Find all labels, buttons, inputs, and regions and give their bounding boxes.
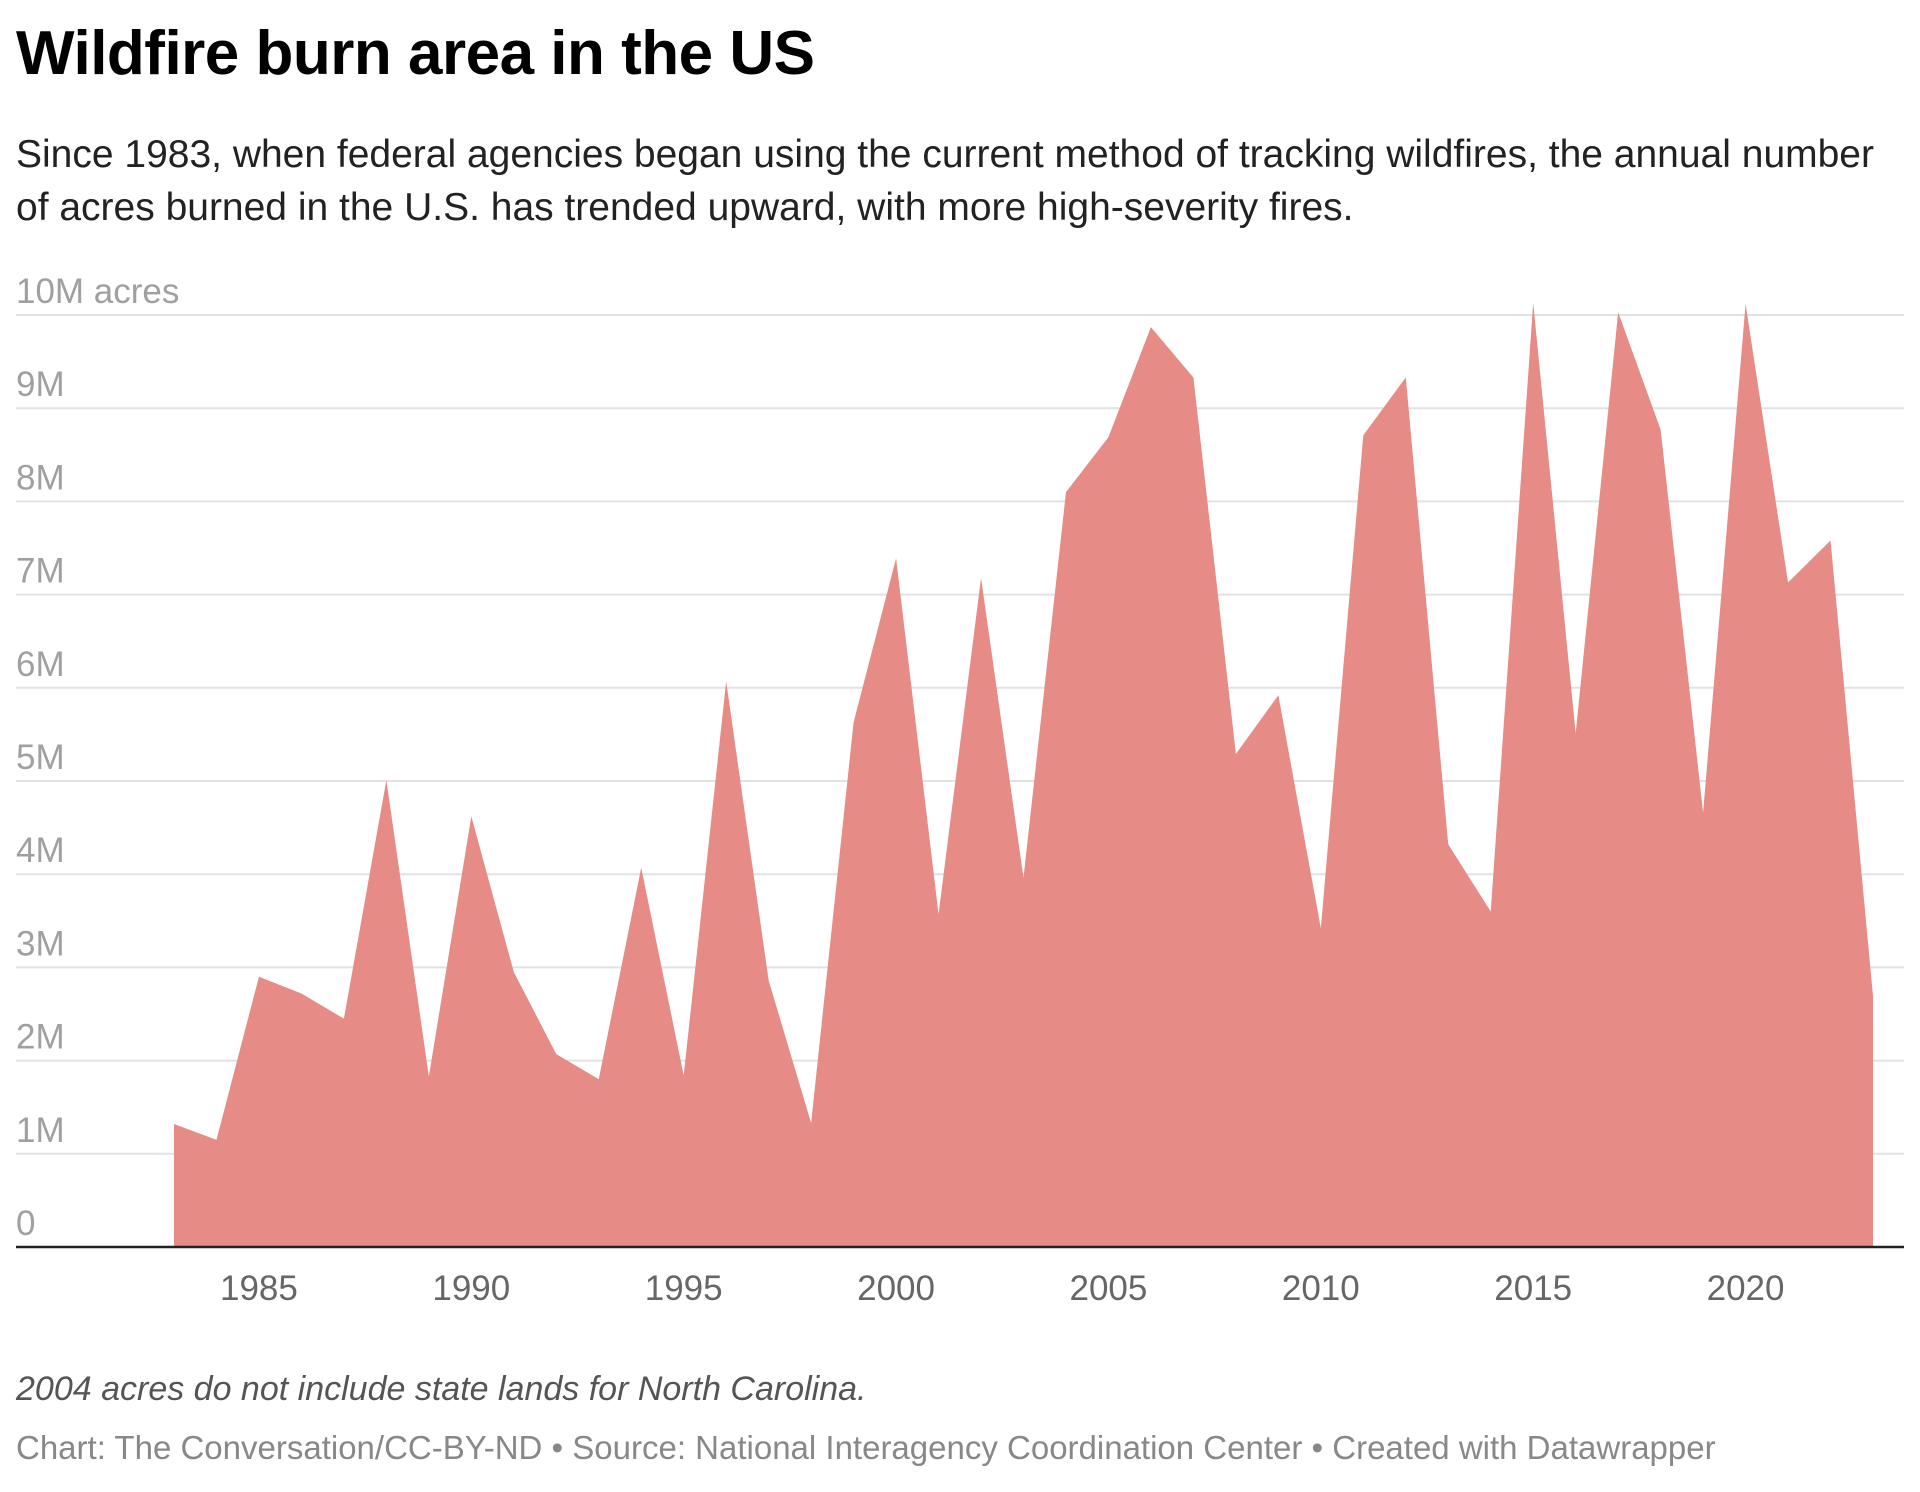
y-tick-label: 5M xyxy=(16,738,65,777)
y-tick-label: 6M xyxy=(16,645,65,684)
x-tick-label: 1985 xyxy=(220,1269,298,1308)
y-tick-label: 10M acres xyxy=(16,272,179,311)
y-tick-label: 8M xyxy=(16,458,65,497)
x-tick-label: 2005 xyxy=(1070,1269,1148,1308)
area-series xyxy=(174,302,1873,1247)
y-axis-labels: 0 1M 2M 3M 4M 5M 6M 7M 8M 9M 10M acres xyxy=(16,272,179,1243)
area-fill xyxy=(174,302,1873,1247)
x-tick-label: 1990 xyxy=(432,1269,510,1308)
x-tick-label: 1995 xyxy=(645,1269,723,1308)
y-tick-label: 4M xyxy=(16,831,65,870)
y-tick-label: 7M xyxy=(16,552,65,591)
y-tick-label: 2M xyxy=(16,1018,65,1057)
y-tick-label: 9M xyxy=(16,365,65,404)
x-tick-label: 2010 xyxy=(1282,1269,1360,1308)
y-tick-label: 3M xyxy=(16,924,65,963)
x-tick-label: 2015 xyxy=(1494,1269,1572,1308)
y-tick-label: 0 xyxy=(16,1204,35,1243)
x-tick-label: 2000 xyxy=(857,1269,935,1308)
chart-note: 2004 acres do not include state lands fo… xyxy=(16,1370,867,1408)
y-tick-label: 1M xyxy=(16,1111,65,1150)
x-tick-label: 2020 xyxy=(1707,1269,1785,1308)
chart-credits: Chart: The Conversation/CC-BY-ND • Sourc… xyxy=(16,1429,1716,1466)
x-axis: 1985 1990 1995 2000 2005 2010 2015 2020 xyxy=(16,1245,1904,1308)
chart-title: Wildfire burn area in the US xyxy=(16,19,815,88)
chart-subtitle: Since 1983, when federal agencies began … xyxy=(16,133,1874,229)
